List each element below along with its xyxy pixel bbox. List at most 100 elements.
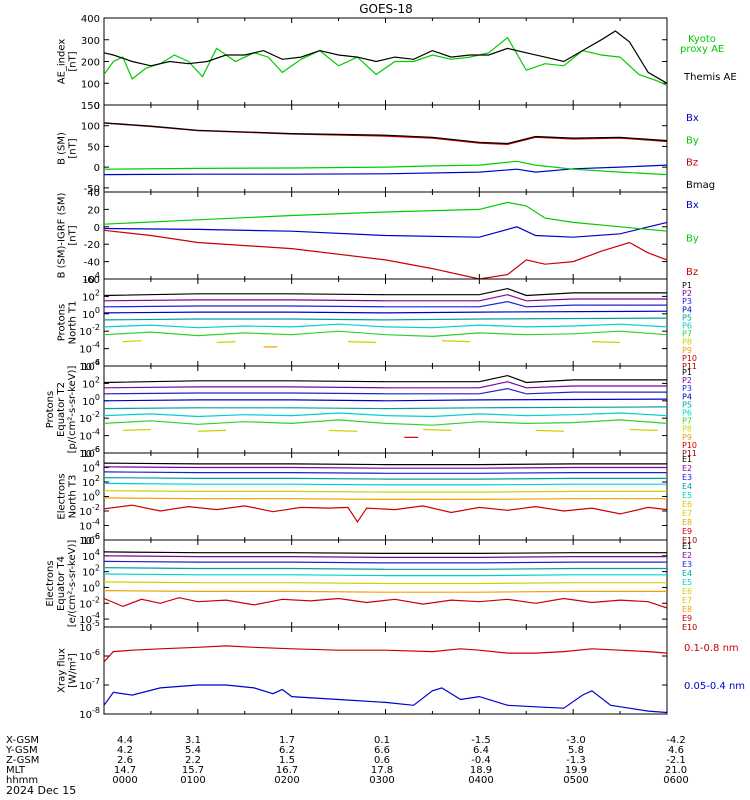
series-0-05-0-4-nm <box>103 684 668 714</box>
series-by <box>103 160 668 176</box>
y-tick-base: 10 <box>82 552 95 563</box>
y-axis-label: Xray flux <box>57 648 68 693</box>
y-tick-label: 100 <box>82 393 100 408</box>
panel-3: -60 -40 -20 0 20 40 B (SM)-IGRF (SM) [nT] Bx By Bz <box>57 188 699 286</box>
legend-entry: E1 <box>682 455 692 464</box>
y-tick-base: 10 <box>79 652 92 663</box>
y-tick-base: 10 <box>82 362 95 373</box>
footer-value: 18.9 <box>470 765 492 776</box>
y-tick-exponent: -6 <box>92 648 100 657</box>
y-tick-label: 104 <box>82 358 100 373</box>
y-tick-exponent: -2 <box>92 323 100 332</box>
y-tick-exponent: 6 <box>95 532 100 541</box>
y-axis-label: Electrons <box>45 560 56 606</box>
y-tick-label: 0 <box>94 223 100 234</box>
footer-value: 0.6 <box>374 755 390 766</box>
legend-entry: P9 <box>682 433 692 442</box>
y-tick-exponent: 2 <box>95 375 100 384</box>
y-tick-label: 102 <box>82 288 100 303</box>
footer-value: -1.5 <box>471 735 491 746</box>
panel-frame <box>103 365 668 454</box>
legend-entry: P1 <box>682 281 692 290</box>
y-tick-label: 10-7 <box>79 677 100 692</box>
series-e1 <box>103 551 667 555</box>
series-by <box>103 201 668 232</box>
footer-value: 21.0 <box>665 765 687 776</box>
y-tick-label: 104 <box>82 460 100 475</box>
footer-value: 0400 <box>468 775 493 786</box>
y-tick-exponent: -5 <box>92 619 100 628</box>
series-kyoto-proxy-ae <box>103 36 668 86</box>
footer-value: 3.1 <box>185 735 201 746</box>
series-bx <box>103 221 668 238</box>
footer-row-label: Y-GSM <box>5 745 38 756</box>
y-axis-label: [nT] <box>68 138 79 158</box>
y-tick-exponent: -6 <box>92 358 100 367</box>
footer-value: 5.4 <box>185 745 201 756</box>
orbit-info-footer: 2024 Dec 15 X-GSM 4.4 3.1 1.7 0.1 -1.5 -3.0 -4.… <box>5 735 689 797</box>
panel-frame <box>103 452 668 541</box>
y-tick-base: 10 <box>79 522 92 533</box>
y-tick-base: 10 <box>82 536 95 547</box>
legend-entry: E1 <box>682 542 692 551</box>
y-tick-label: 10-4 <box>79 611 100 626</box>
legend-entry: E6 <box>682 587 692 596</box>
series-p8 <box>329 429 358 432</box>
y-tick-exponent: 2 <box>95 288 100 297</box>
y-tick-exponent: 4 <box>95 358 100 367</box>
y-tick-base: 10 <box>79 362 92 373</box>
legend-entry: P3 <box>682 384 692 393</box>
y-tick-exponent: -4 <box>92 428 100 437</box>
y-axis-label: [W/m²] <box>68 653 79 688</box>
legend-entry: E9 <box>682 614 692 623</box>
series-e3 <box>103 471 667 474</box>
legend-entry: 0.05-0.4 nm <box>684 681 745 692</box>
footer-value: -2.1 <box>666 755 686 766</box>
footer-value: 16.7 <box>276 765 298 776</box>
series-p8 <box>591 341 621 344</box>
y-tick-exponent: -4 <box>92 341 100 350</box>
y-tick-label: 104 <box>82 548 100 563</box>
panel-2: -50 0 50 100 150 B (SM) [nT] Bx By Bz Bmag <box>57 101 716 195</box>
legend-entry: E6 <box>682 500 692 509</box>
footer-value: -4.2 <box>666 735 686 746</box>
legend-entry: P9 <box>682 346 692 355</box>
y-tick-label: 10-6 <box>79 358 100 373</box>
series-e3 <box>103 560 667 564</box>
y-axis-label: B (SM) <box>57 132 68 165</box>
y-tick-base: 10 <box>79 599 92 610</box>
series-p4 <box>103 398 668 402</box>
y-tick-exponent: 2 <box>95 474 100 483</box>
panel-frame <box>103 104 668 193</box>
legend-entry: E10 <box>682 536 697 545</box>
legend-entry: E7 <box>682 509 692 518</box>
y-tick-exponent: 0 <box>95 489 100 498</box>
y-tick-base: 10 <box>79 623 92 634</box>
footer-value: 4.2 <box>117 745 133 756</box>
legend-entry: E5 <box>682 578 692 587</box>
footer-value: 4.4 <box>117 735 133 746</box>
y-tick-label: -60 <box>84 275 100 286</box>
y-tick-exponent: 0 <box>95 579 100 588</box>
footer-value: 1.5 <box>279 755 295 766</box>
series-e2 <box>103 466 667 469</box>
footer-row-label: MLT <box>6 765 26 776</box>
y-tick-base: 10 <box>82 493 95 504</box>
footer-value: -0.4 <box>471 755 491 766</box>
footer-value: 0600 <box>663 775 688 786</box>
y-tick-base: 10 <box>79 710 92 721</box>
footer-value: 6.4 <box>473 745 489 756</box>
footer-row-y-gsm: Y-GSM 4.2 5.4 6.2 6.6 6.4 5.8 4.6 <box>5 745 684 756</box>
y-tick-exponent: 0 <box>95 306 100 315</box>
y-tick-exponent: -2 <box>92 595 100 604</box>
y-tick-exponent: -2 <box>92 410 100 419</box>
footer-row-mlt: MLT 14.7 15.7 16.7 17.8 18.9 19.9 21.0 <box>6 765 687 776</box>
legend-entry: E2 <box>682 551 692 560</box>
footer-date: 2024 Dec 15 <box>6 784 76 797</box>
panel-frame <box>103 626 668 715</box>
y-tick-label: 10-6 <box>79 648 100 663</box>
y-tick-exponent: -6 <box>92 532 100 541</box>
footer-value: 6.2 <box>279 745 295 756</box>
